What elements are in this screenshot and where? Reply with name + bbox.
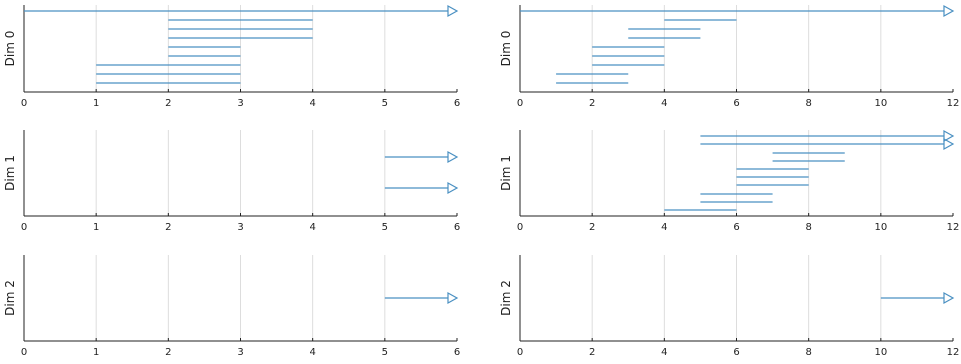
x-tick-label: 2 xyxy=(589,98,595,109)
x-tick-label: 6 xyxy=(733,347,739,358)
x-tick-label: 4 xyxy=(661,222,667,233)
x-tick-label: 10 xyxy=(874,222,887,233)
y-axis-label: Dim 0 xyxy=(499,31,513,67)
x-tick-label: 1 xyxy=(93,98,99,109)
x-tick-label: 3 xyxy=(237,222,243,233)
x-tick-label: 6 xyxy=(454,347,460,358)
x-tick-label: 5 xyxy=(382,98,388,109)
x-tick-label: 4 xyxy=(661,98,667,109)
interval-open-end-arrow xyxy=(447,150,459,164)
interval-open-end-arrow xyxy=(943,137,955,151)
x-tick-label: 8 xyxy=(805,98,811,109)
x-tick-label: 12 xyxy=(947,347,960,358)
interval-open-end-arrow xyxy=(943,4,955,18)
chart-panel-1: 0 1 2 3 4 5 6 Dim 0 xyxy=(3,4,460,109)
x-tick-label: 0 xyxy=(21,222,27,233)
x-tick-label: 12 xyxy=(947,98,960,109)
x-tick-label: 0 xyxy=(517,98,523,109)
x-tick-label: 0 xyxy=(21,347,27,358)
chart-panel-4: 0 2 4 6 8 10 12 Dim 1 xyxy=(499,129,960,233)
interval-open-end-arrow xyxy=(447,4,459,18)
x-tick-label: 2 xyxy=(165,347,171,358)
x-tick-label: 4 xyxy=(309,222,315,233)
x-tick-label: 1 xyxy=(93,347,99,358)
chart-panel-3: 0 1 2 3 4 5 6 Dim 1 xyxy=(3,130,460,233)
x-tick-label: 3 xyxy=(237,347,243,358)
x-tick-label: 8 xyxy=(805,222,811,233)
x-tick-label: 2 xyxy=(589,222,595,233)
x-tick-label: 3 xyxy=(237,98,243,109)
y-axis-label: Dim 2 xyxy=(499,280,513,316)
x-tick-label: 6 xyxy=(454,222,460,233)
interval-open-end-arrow xyxy=(447,291,459,305)
x-tick-label: 4 xyxy=(309,98,315,109)
interval-open-end-arrow xyxy=(943,129,955,143)
x-tick-label: 4 xyxy=(661,347,667,358)
x-tick-label: 2 xyxy=(165,222,171,233)
x-tick-label: 2 xyxy=(589,347,595,358)
chart-panel-5: 0 1 2 3 4 5 6 Dim 2 xyxy=(3,255,460,358)
x-tick-label: 5 xyxy=(382,347,388,358)
x-tick-label: 8 xyxy=(805,347,811,358)
interval-open-end-arrow xyxy=(943,291,955,305)
x-tick-label: 6 xyxy=(733,222,739,233)
x-tick-label: 2 xyxy=(165,98,171,109)
y-axis-label: Dim 2 xyxy=(3,280,17,316)
x-tick-label: 12 xyxy=(947,222,960,233)
x-tick-label: 4 xyxy=(309,347,315,358)
y-axis-label: Dim 0 xyxy=(3,31,17,67)
x-tick-label: 0 xyxy=(517,222,523,233)
chart-panel-6: 0 2 4 6 8 10 12 Dim 2 xyxy=(499,255,959,358)
x-tick-label: 6 xyxy=(733,98,739,109)
y-axis-label: Dim 1 xyxy=(3,155,17,191)
x-tick-label: 10 xyxy=(874,347,887,358)
interval-open-end-arrow xyxy=(447,181,459,195)
x-tick-label: 6 xyxy=(454,98,460,109)
x-tick-label: 10 xyxy=(874,98,887,109)
x-tick-label: 0 xyxy=(517,347,523,358)
y-axis-label: Dim 1 xyxy=(499,155,513,191)
chart-panel-2: 0 2 4 6 8 10 12 Dim 0 xyxy=(499,4,960,109)
x-tick-label: 0 xyxy=(21,98,27,109)
x-tick-label: 1 xyxy=(93,222,99,233)
x-tick-label: 5 xyxy=(382,222,388,233)
